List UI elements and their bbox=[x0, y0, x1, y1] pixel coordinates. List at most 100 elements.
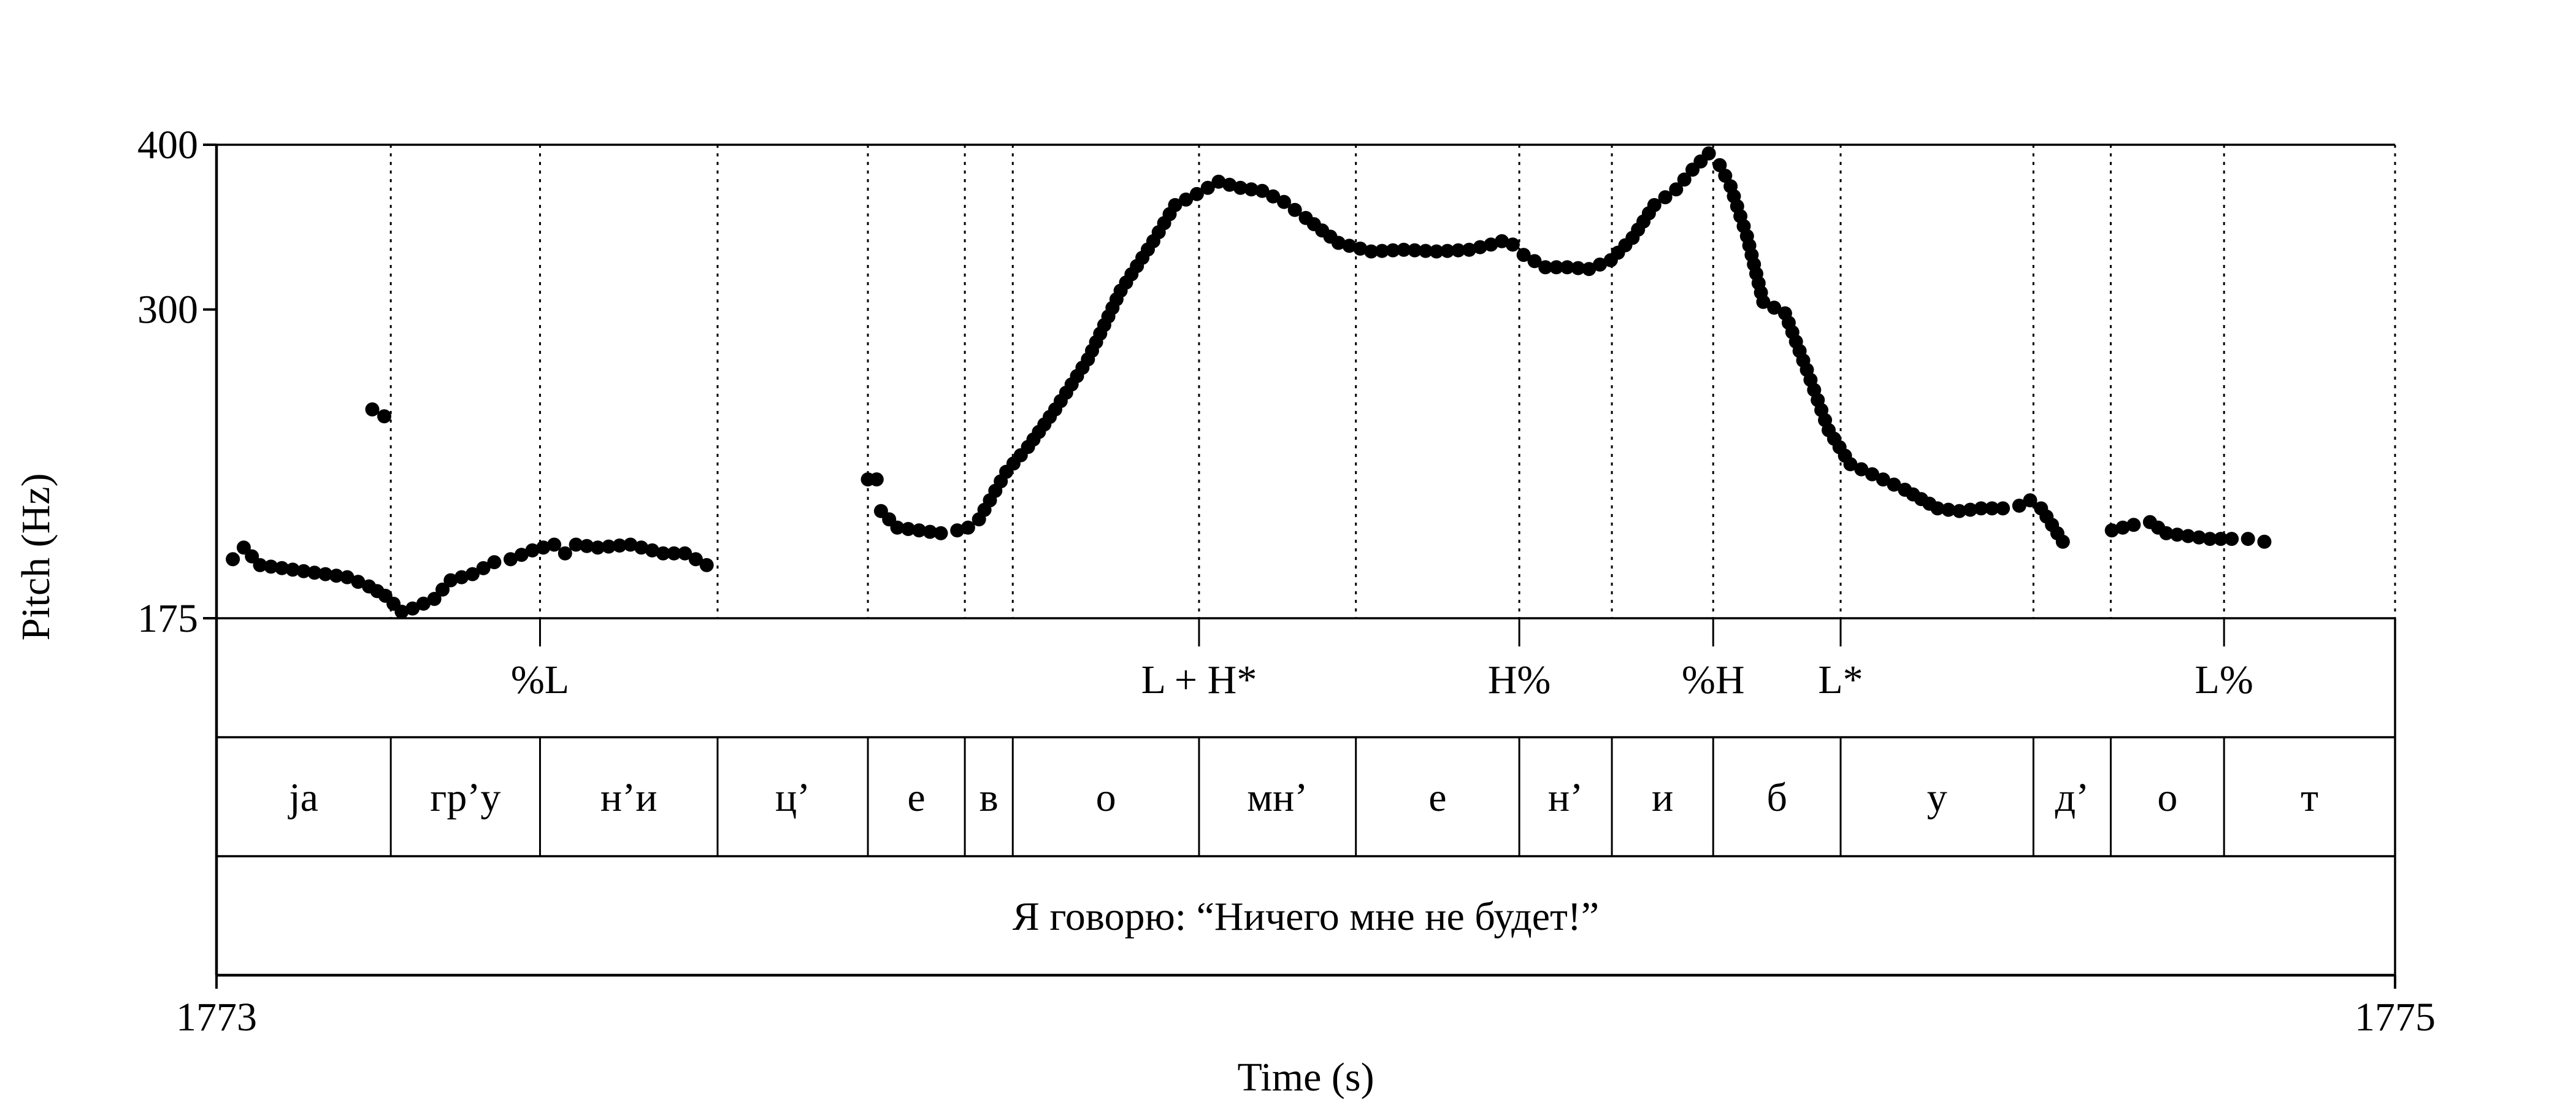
pitch-point bbox=[699, 558, 714, 572]
pitch-point bbox=[340, 570, 355, 585]
pitch-point bbox=[487, 555, 502, 570]
pitch-points bbox=[226, 146, 2272, 619]
y-tick-label: 300 bbox=[137, 288, 198, 332]
tone-label: L* bbox=[1818, 657, 1863, 702]
pitch-point bbox=[1582, 262, 1597, 277]
pitch-point bbox=[1162, 207, 1177, 221]
pitch-point bbox=[1043, 410, 1057, 424]
pitch-point bbox=[329, 569, 343, 583]
y-tick-label: 175 bbox=[137, 596, 198, 641]
pitch-point bbox=[2050, 526, 2064, 540]
pitch-point bbox=[2241, 532, 2255, 546]
plot-frame bbox=[217, 144, 2396, 975]
pitch-point bbox=[912, 523, 926, 538]
pitch-point bbox=[2170, 527, 2185, 542]
pitch-point bbox=[1527, 254, 1542, 269]
segment-label: б bbox=[1766, 775, 1787, 820]
pitch-point bbox=[1922, 496, 1937, 511]
pitch-point bbox=[1549, 260, 1563, 275]
pitch-point bbox=[1996, 501, 2011, 516]
pitch-point bbox=[580, 539, 594, 553]
segment-label: в bbox=[979, 775, 999, 820]
segment-label: о bbox=[2157, 775, 2177, 820]
pitch-point bbox=[1963, 502, 1977, 517]
pitch-point bbox=[1669, 182, 1684, 197]
pitch-point bbox=[1255, 183, 1270, 198]
pitch-point bbox=[435, 582, 450, 597]
pitch-point bbox=[634, 540, 649, 555]
pitch-point bbox=[1985, 501, 1999, 516]
pitch-point bbox=[1451, 243, 1466, 258]
pitch-point bbox=[1353, 241, 1368, 256]
segment-label: н’ bbox=[1548, 775, 1583, 820]
pitch-point bbox=[318, 567, 333, 581]
segment-label: о bbox=[1096, 775, 1116, 820]
pitch-point bbox=[465, 567, 480, 581]
y-tick-label: 400 bbox=[137, 123, 198, 167]
pitch-point bbox=[1712, 158, 1727, 172]
pitch-point bbox=[296, 564, 311, 578]
pitch-point bbox=[645, 543, 659, 558]
x-tick-label: 1773 bbox=[176, 995, 257, 1040]
pitch-point bbox=[405, 601, 420, 616]
pitch-point bbox=[1418, 243, 1433, 258]
pitch-point bbox=[623, 537, 638, 552]
axes: 175 300 400 1773 1775 Time (s) Pitch (Hz) bbox=[13, 123, 2436, 1100]
pitch-point bbox=[1571, 261, 1585, 275]
y-axis-title: Pitch (Hz) bbox=[13, 473, 58, 640]
x-axis-title: Time (s) bbox=[1237, 1055, 1374, 1100]
pitch-point bbox=[2104, 523, 2119, 538]
pitch-point bbox=[370, 584, 385, 599]
segment-label: д’ bbox=[2055, 775, 2090, 820]
annotation-tiers: %L L + H* H% %H L* L%ja гр’у н’и ц’ е в о мн’ е н’ и б у д… bbox=[288, 618, 2318, 939]
pitch-point bbox=[591, 540, 605, 555]
pitch-point bbox=[1516, 248, 1531, 263]
pitch-point bbox=[1374, 243, 1389, 258]
pitch-point bbox=[1838, 448, 1852, 463]
tone-label: L% bbox=[2195, 657, 2253, 702]
pitch-point bbox=[869, 472, 884, 487]
segment-label: и bbox=[1652, 775, 1673, 820]
pitch-point bbox=[416, 596, 431, 611]
pitch-point bbox=[1189, 186, 1204, 201]
pitch-point bbox=[1876, 472, 1890, 487]
pitch-point bbox=[1473, 240, 1487, 255]
pitch-point bbox=[2023, 493, 2037, 508]
segment-label: гр’у bbox=[430, 775, 500, 820]
pitch-point bbox=[1887, 477, 1901, 492]
pitch-point bbox=[901, 522, 916, 536]
pitch-point bbox=[977, 502, 992, 517]
pitch-point bbox=[1277, 194, 1291, 209]
pitch-point bbox=[264, 559, 278, 574]
pitch-point bbox=[1323, 229, 1338, 244]
pitch-point bbox=[1211, 174, 1226, 189]
pitch-point bbox=[2214, 532, 2228, 546]
pitch-point bbox=[285, 562, 300, 577]
pitch-point bbox=[1222, 177, 1237, 192]
pitch-point bbox=[1658, 190, 1673, 205]
pitch-point bbox=[2225, 532, 2239, 546]
pitch-point bbox=[2202, 532, 2217, 546]
pitch-point bbox=[377, 409, 391, 424]
boundary-gridlines bbox=[389, 145, 2396, 618]
pitch-point bbox=[1429, 244, 1444, 259]
tone-label: H% bbox=[1488, 657, 1551, 702]
pitch-point bbox=[1693, 154, 1708, 169]
pitch-point bbox=[1974, 501, 1988, 516]
pitch-point bbox=[2151, 520, 2166, 535]
pitch-point bbox=[386, 596, 401, 611]
pitch-point bbox=[525, 543, 540, 558]
pitch-point bbox=[558, 546, 572, 561]
pitch-point bbox=[1200, 180, 1215, 195]
segment-label: т bbox=[2301, 775, 2318, 820]
pitch-point bbox=[443, 573, 458, 588]
pitch-point bbox=[1560, 260, 1574, 275]
pitch-point bbox=[1736, 219, 1751, 234]
pitch-point bbox=[365, 402, 380, 416]
pitch-point bbox=[1179, 192, 1194, 207]
pitch-point bbox=[1593, 257, 1607, 272]
sentence-label: Я говорю: “Ничего мне не будет!” bbox=[1013, 894, 1599, 939]
pitch-point bbox=[612, 539, 627, 553]
